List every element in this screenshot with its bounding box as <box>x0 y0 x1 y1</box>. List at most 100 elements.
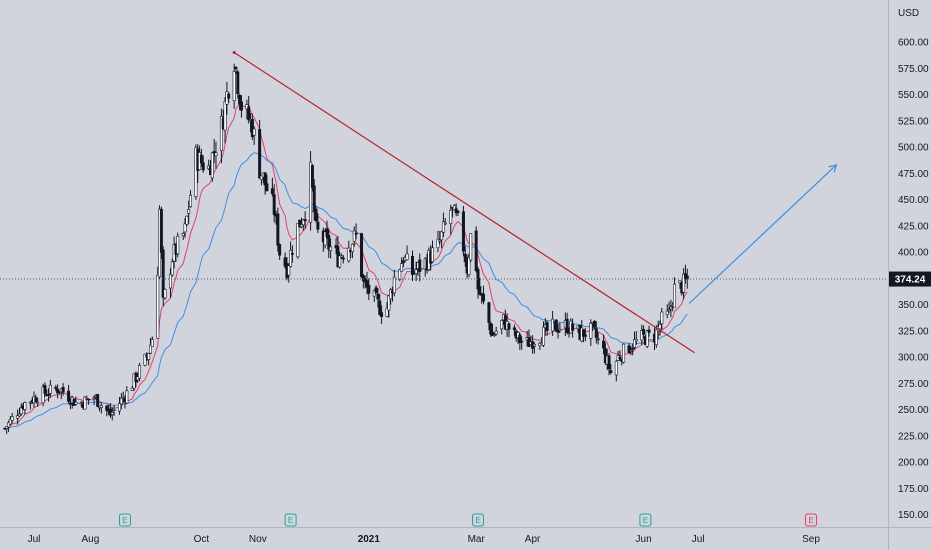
earnings-marker[interactable]: E <box>805 513 817 527</box>
price-tick-label: 200.00 <box>898 458 929 469</box>
candle <box>449 204 453 235</box>
candle-body <box>181 233 185 237</box>
candle-body <box>299 224 303 228</box>
candle-body <box>252 128 256 136</box>
candles <box>3 63 689 434</box>
candle-body <box>276 213 280 246</box>
candle-body <box>596 338 600 341</box>
candle <box>642 325 646 339</box>
candle-body <box>589 323 593 339</box>
candle-body <box>582 329 586 337</box>
candle <box>669 299 673 318</box>
candle <box>658 320 662 336</box>
earnings-marker-label: E <box>288 516 293 525</box>
candle-body <box>494 330 498 335</box>
candle-body <box>632 339 636 348</box>
candle <box>469 233 473 263</box>
candle <box>461 205 465 257</box>
earnings-marker[interactable]: E <box>472 513 484 527</box>
candle-body <box>96 394 100 407</box>
time-axis-ticks: Jul Aug Oct Nov 2021 Mar Apr Jun Jul Sep <box>28 534 821 545</box>
candle <box>312 179 316 221</box>
candle <box>365 271 369 295</box>
candle-body <box>558 328 562 331</box>
candle-body <box>634 338 638 342</box>
candle-body <box>161 249 165 298</box>
candle <box>400 257 404 272</box>
candle-body <box>7 422 11 428</box>
candle <box>401 257 405 268</box>
candle-body <box>360 233 364 278</box>
candle-body <box>234 67 238 70</box>
candle <box>5 426 9 434</box>
candle-body <box>327 235 331 250</box>
candle <box>163 288 167 300</box>
candle-body <box>532 344 536 347</box>
candle-body <box>376 293 380 300</box>
candle <box>640 324 644 345</box>
candle-body <box>67 390 71 402</box>
candle <box>258 119 262 179</box>
earnings-marker-label: E <box>643 516 648 525</box>
candle <box>54 384 58 392</box>
candle <box>582 329 586 343</box>
candle-body <box>352 230 356 242</box>
candle <box>431 240 435 264</box>
drawings[interactable] <box>0 51 888 354</box>
candle <box>314 206 318 223</box>
candle-body <box>92 397 96 399</box>
candle-body <box>354 232 358 235</box>
candle <box>387 294 391 318</box>
earnings-marker[interactable]: E <box>118 513 131 527</box>
candle-body <box>143 353 147 366</box>
candle <box>629 346 633 356</box>
candle-body <box>392 276 396 294</box>
candle-body <box>474 230 478 271</box>
candle-body <box>194 147 198 197</box>
price-tick-label: 575.00 <box>898 64 929 75</box>
candle-body <box>389 289 393 300</box>
candle-body <box>367 284 371 294</box>
candle <box>119 393 123 410</box>
price-tick-label: 400.00 <box>898 248 929 259</box>
candle <box>170 258 174 277</box>
candle <box>376 288 380 308</box>
earnings-marker-label: E <box>475 516 480 525</box>
candle-body <box>387 295 391 311</box>
candle-body <box>212 151 216 153</box>
earnings-marker[interactable]: E <box>639 513 652 527</box>
candle <box>130 385 134 391</box>
candle <box>227 92 231 104</box>
candle-body <box>554 319 558 332</box>
candle-body <box>622 343 626 363</box>
candle <box>250 113 254 140</box>
candle <box>350 243 354 259</box>
candle <box>199 148 203 167</box>
candle <box>452 204 456 211</box>
candle-body <box>148 344 152 354</box>
candle-body <box>47 394 51 396</box>
earnings-marker-box <box>118 513 131 527</box>
candle <box>538 341 542 351</box>
candle-body <box>110 412 114 415</box>
candle-body <box>263 172 267 186</box>
candle <box>156 266 160 339</box>
candle <box>185 215 189 227</box>
candle-body <box>223 101 227 131</box>
candle-body <box>118 403 122 412</box>
candle-body <box>289 249 293 267</box>
time-tick-label: Jul <box>692 534 705 545</box>
candle <box>512 324 516 337</box>
candle <box>19 403 23 416</box>
candle-body <box>61 387 65 393</box>
candle-body <box>48 384 52 394</box>
currency-label[interactable]: USD <box>898 8 919 19</box>
last-price-label[interactable]: 374.24 <box>889 271 931 287</box>
candle-body <box>176 235 180 255</box>
candle <box>290 245 294 263</box>
earnings-marker[interactable]: E <box>284 513 297 527</box>
time-tick-label: Apr <box>525 534 541 545</box>
